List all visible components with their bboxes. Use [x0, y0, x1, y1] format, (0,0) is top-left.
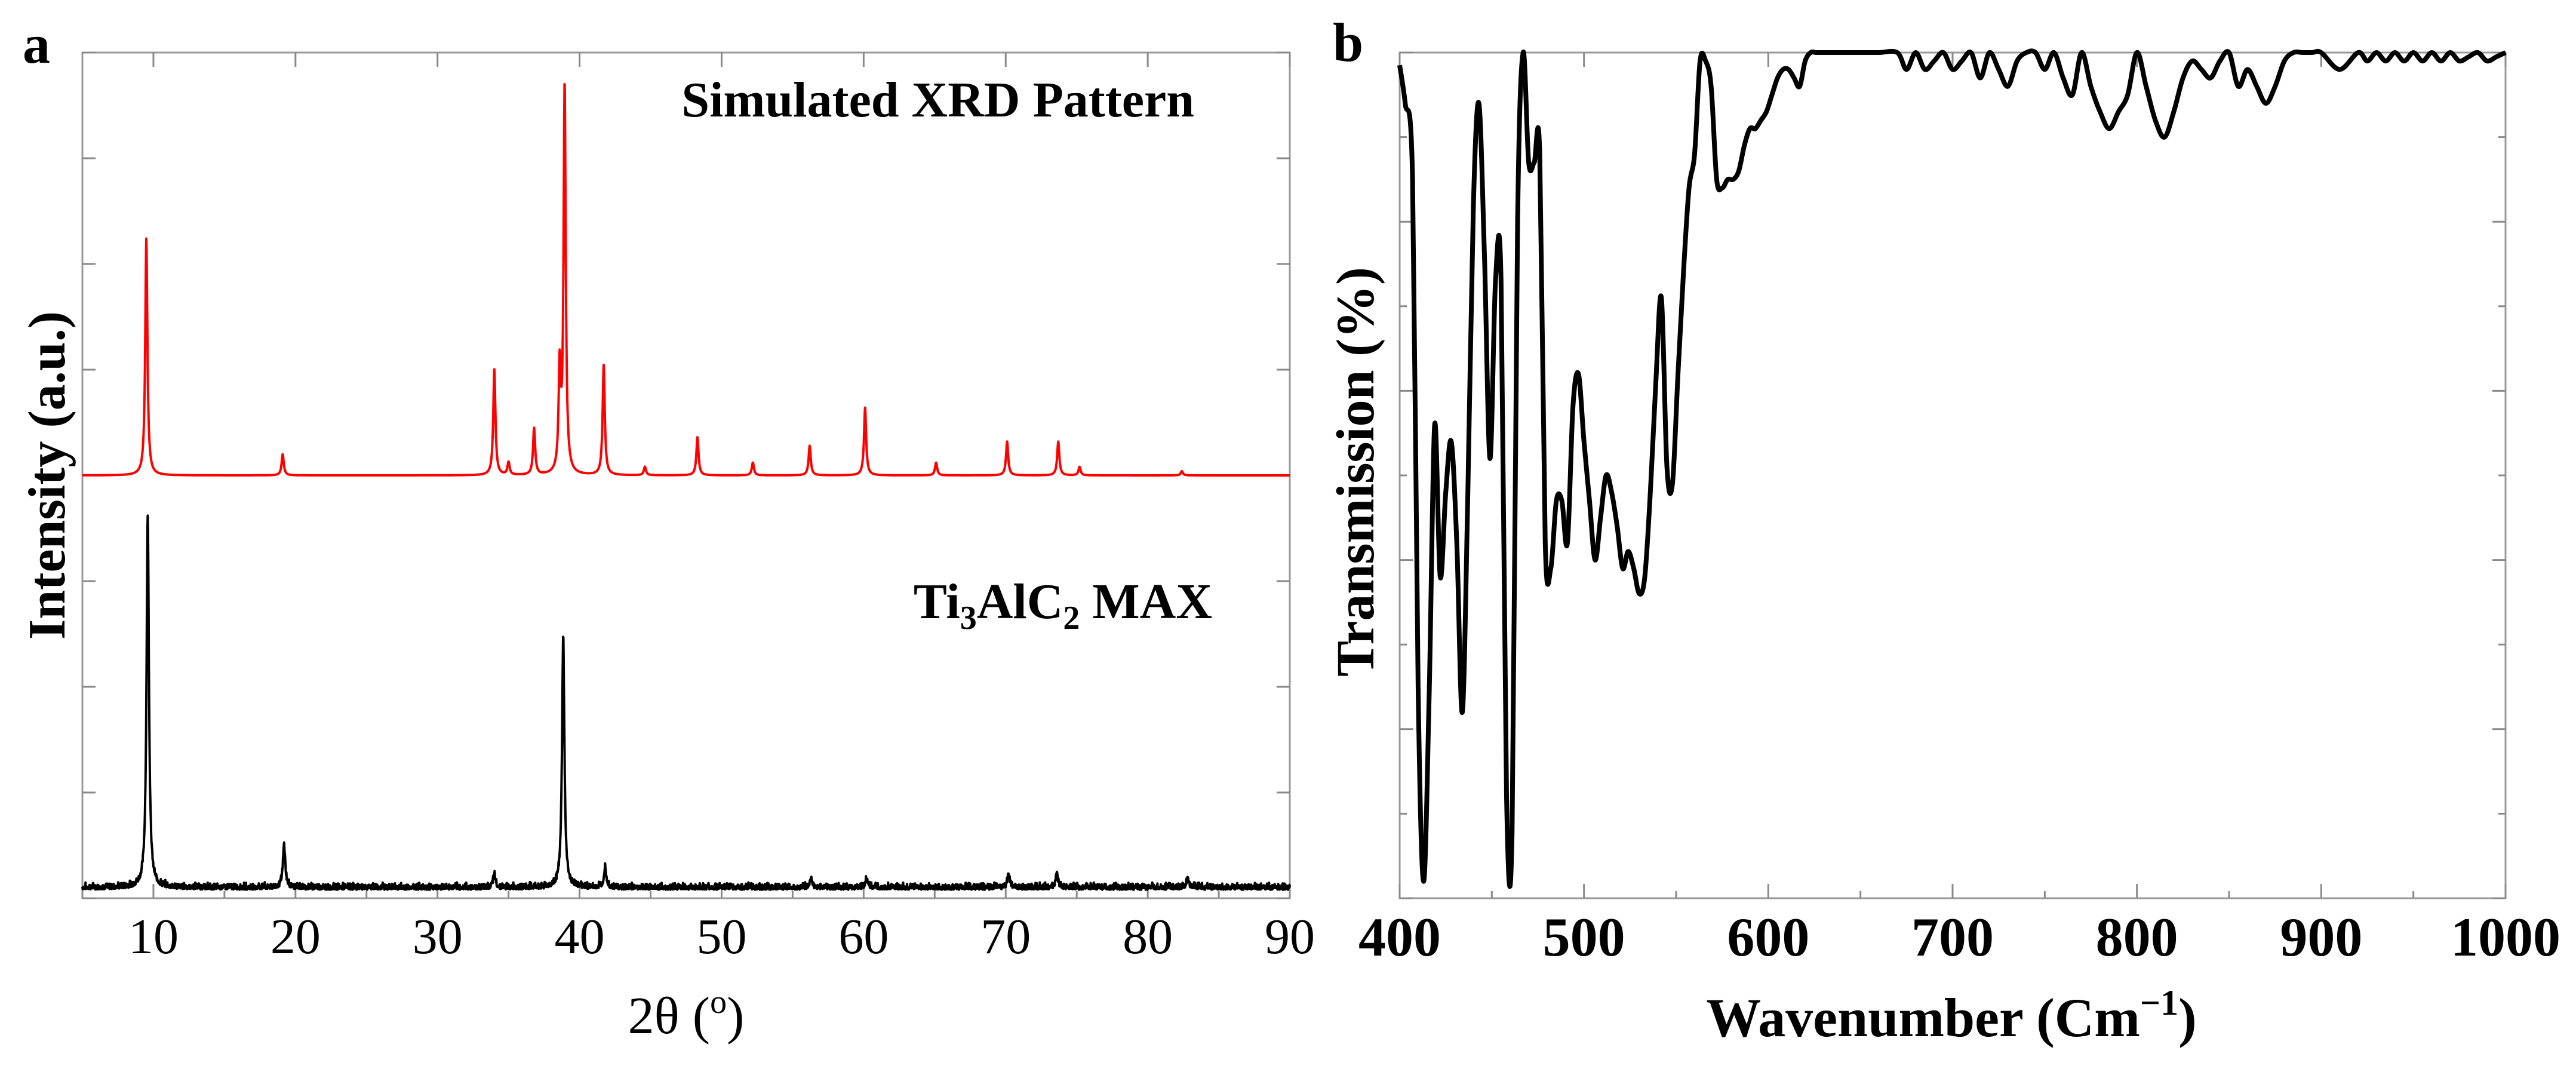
x-label-b-suffix: )	[2178, 987, 2197, 1048]
x-label-a-suffix: )	[727, 987, 744, 1045]
panel-a-y-axis-label: Intensity (a.u.)	[19, 311, 76, 640]
x-label-a-prefix: 2θ (	[628, 987, 710, 1045]
panel-a-x-tick-label: 50	[696, 909, 746, 965]
panel-b-y-axis-label: Transmission (%)	[1326, 267, 1385, 677]
panel-a-x-tick-label: 30	[413, 909, 463, 965]
label-alc: AlC	[977, 574, 1063, 629]
panel-b-label: b	[1333, 12, 1363, 73]
x-label-a-sup: o	[710, 984, 727, 1021]
panel-a-x-tick-label: 70	[980, 909, 1031, 965]
simulated-xrd-line	[81, 83, 1291, 477]
panel-b-x-tick-label: 400	[1358, 907, 1441, 968]
ti3alc2-series-label: Ti3AlC2 MAX	[914, 574, 1212, 637]
panel-a-x-tick-label: 90	[1265, 909, 1315, 965]
label-ti: Ti	[914, 574, 960, 629]
panel-b-x-tick-label: 700	[1911, 907, 1994, 968]
x-label-b-sup: −1	[2140, 983, 2178, 1022]
panel-a-x-tick-label: 80	[1123, 909, 1173, 965]
panel-b: b 400 500 600 700 800 900 1000 Transmission (%…	[1326, 12, 2560, 1048]
panel-a-x-tick-label: 10	[128, 909, 179, 965]
panel-a-x-tick-label: 20	[270, 909, 321, 965]
panel-a-x-tick-label: 60	[838, 909, 889, 965]
panel-a-x-ticks: 10 20 30 40 50 60 70 80 90	[81, 53, 1315, 965]
panel-b-x-tick-label: 500	[1543, 907, 1625, 968]
label-sub-2: 2	[1063, 600, 1080, 637]
panel-a-x-tick-label: 40	[555, 909, 605, 965]
panel-b-frame	[1398, 51, 2507, 899]
ti3alc2-xrd-line	[81, 514, 1291, 891]
panel-b-x-tick-label: 900	[2280, 907, 2362, 968]
panel-a: a 10 20 30 40 50 60 70 80 90 Simulated XRD Patte…	[19, 14, 1315, 1045]
panel-a-x-axis-label: 2θ (o)	[628, 984, 745, 1045]
panel-b-x-tick-label: 1000	[2451, 907, 2560, 968]
label-max: MAX	[1080, 574, 1212, 629]
panel-b-x-tick-label: 800	[2096, 907, 2178, 968]
ftir-transmission-line	[1397, 48, 2507, 889]
label-sub-3: 3	[960, 600, 977, 637]
panel-b-x-ticks: 400 500 600 700 800 900 1000	[1358, 53, 2560, 968]
panel-b-x-tick-label: 600	[1727, 907, 1809, 968]
x-label-b-prefix: Wavenumber (Cm	[1706, 987, 2140, 1048]
panel-b-x-axis-label: Wavenumber (Cm−1)	[1706, 983, 2196, 1048]
panel-a-label: a	[23, 14, 50, 75]
panel-b-y-ticks	[1400, 51, 2506, 899]
simulated-series-label: Simulated XRD Pattern	[681, 72, 1194, 128]
